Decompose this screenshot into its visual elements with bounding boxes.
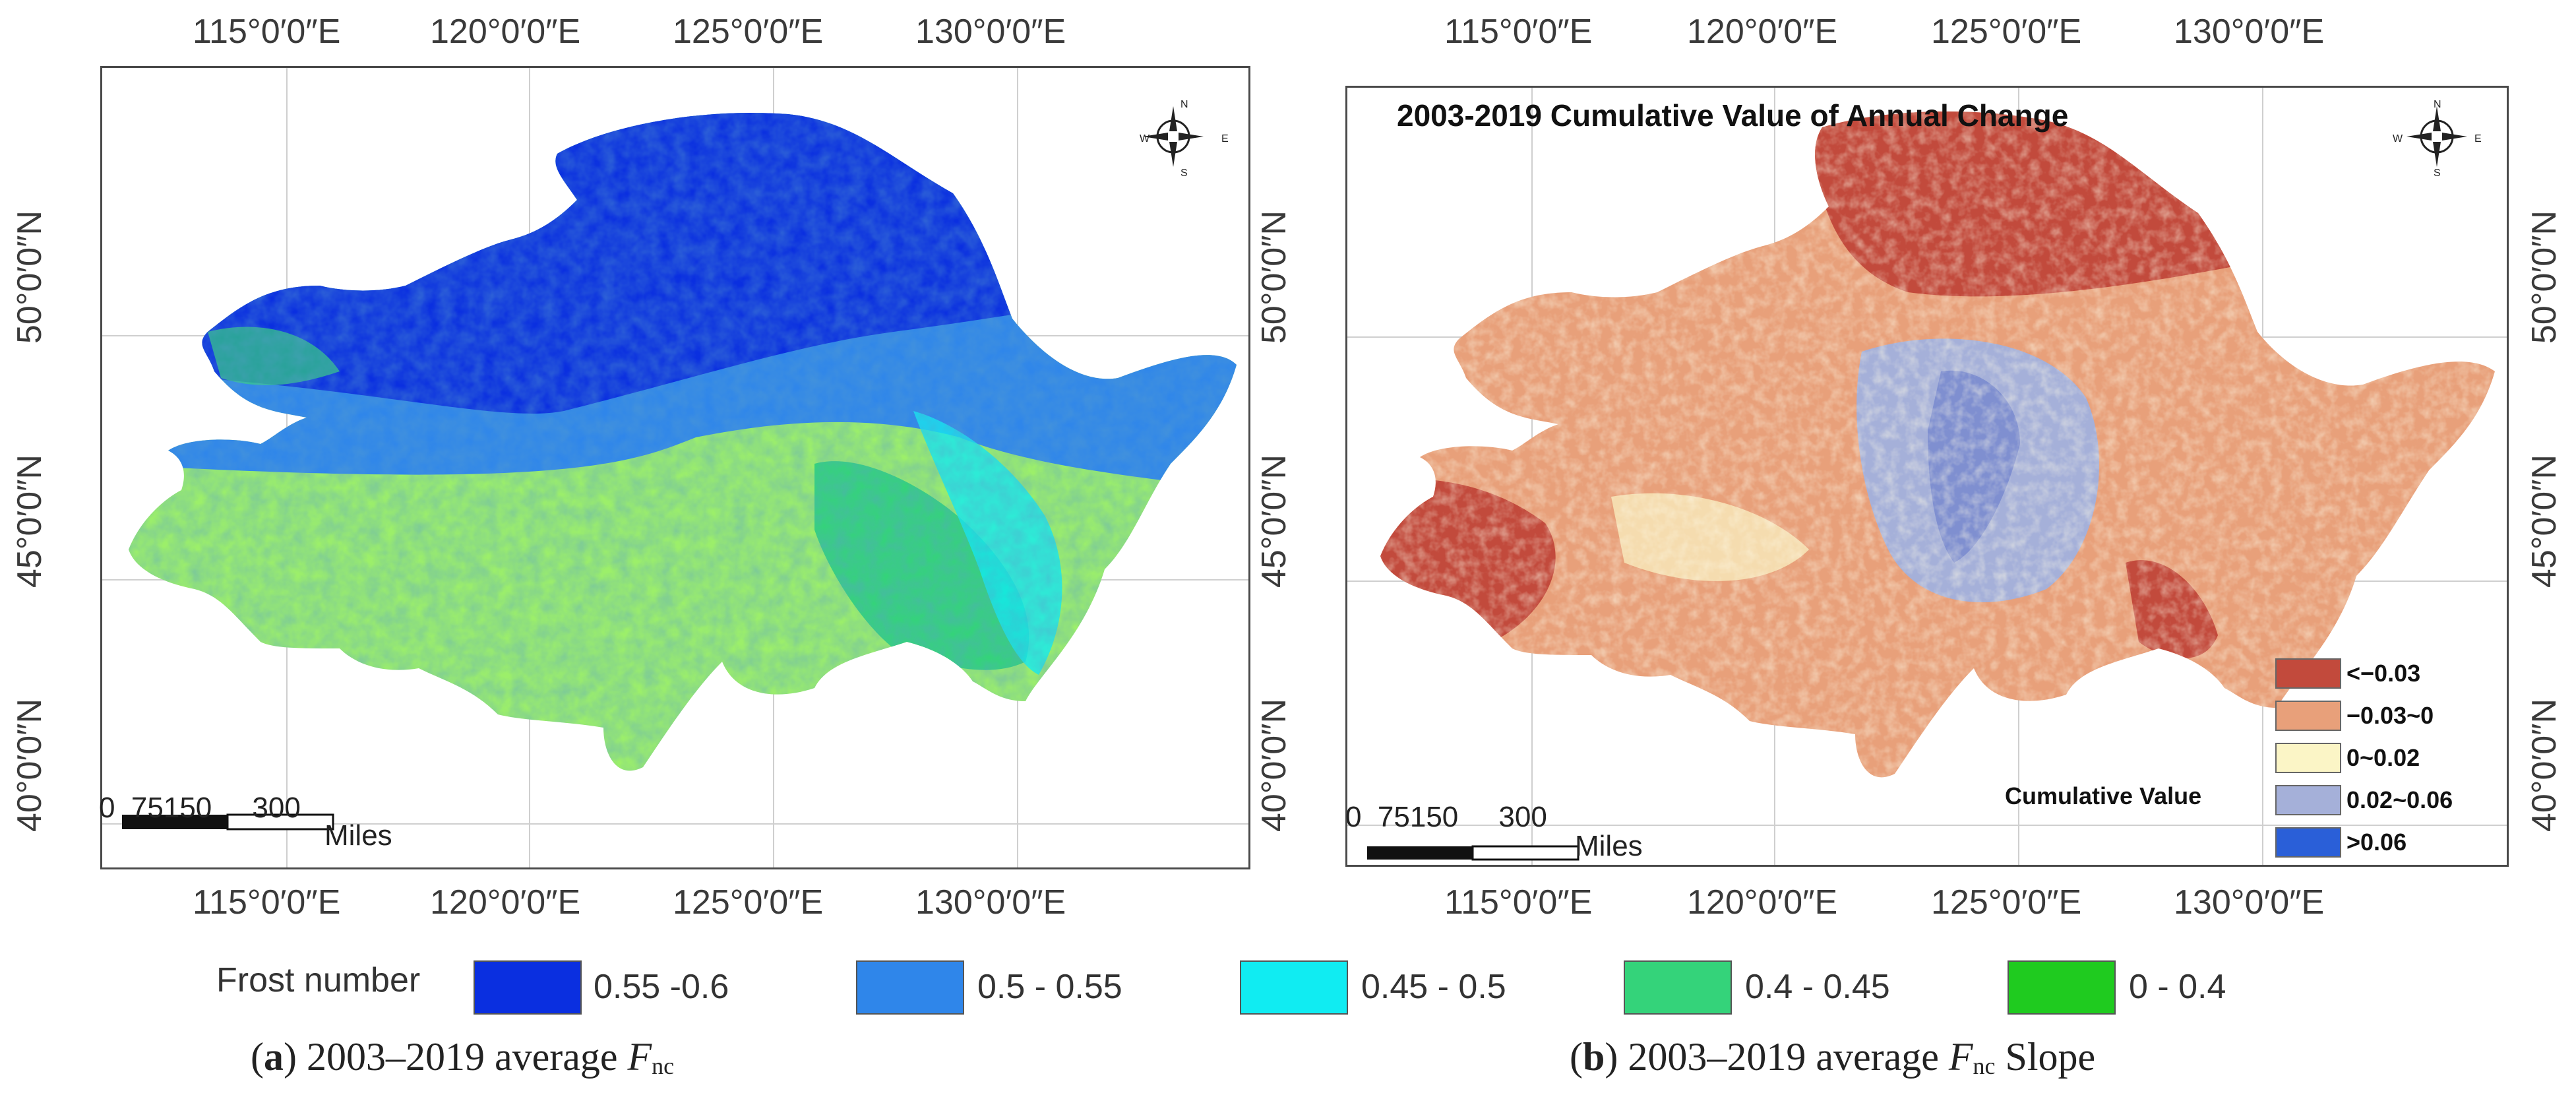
cumulative-legend-item: <−0.03 xyxy=(2275,658,2506,689)
frost-legend-swatch xyxy=(1624,960,1732,1015)
caption-b-suffix: Slope xyxy=(1995,1035,2096,1079)
compass-n-label: N xyxy=(2434,99,2441,110)
panel-b-left-tick: 50°0′0″N xyxy=(1255,210,1293,344)
panel-a-left-tick: 40°0′0″N xyxy=(11,698,49,832)
panel-a-map-frame xyxy=(100,66,1250,869)
panel-a-top-tick: 130°0′0″E xyxy=(915,13,1066,51)
frost-legend-swatch xyxy=(856,960,964,1015)
compass-w-label: W xyxy=(2393,133,2403,144)
cumulative-legend-item: 0.02~0.06 xyxy=(2275,785,2506,815)
compass-s-label: S xyxy=(2434,168,2441,179)
frost-legend-swatch xyxy=(2008,960,2116,1015)
compass-e-label: E xyxy=(2474,133,2482,144)
panel-a-left-tick: 45°0′0″N xyxy=(11,454,49,588)
panel-a-scale-numbers: 0 75150 300 xyxy=(99,792,301,824)
frost-legend-swatch xyxy=(1240,960,1348,1015)
panel-a-bottom-tick: 130°0′0″E xyxy=(915,883,1066,922)
caption-a-text: 2003–2019 average xyxy=(296,1035,628,1079)
caption-b-text: 2003–2019 average xyxy=(1618,1035,1949,1079)
cumulative-legend: <−0.03 −0.03~0 0~0.02 0.02~0.06 >0.06 xyxy=(2275,658,2506,858)
caption-a-sub: nc xyxy=(652,1053,675,1079)
legend-label: 0~0.02 xyxy=(2346,744,2420,771)
legend-label: >0.06 xyxy=(2346,829,2407,856)
panel-b-right-tick: 40°0′0″N xyxy=(2525,698,2563,832)
panel-b-right-tick: 50°0′0″N xyxy=(2525,210,2563,344)
panel-b-scale-unit: Miles xyxy=(1575,830,1643,862)
caption-a-letter: a xyxy=(263,1035,284,1079)
panel-a-bottom-tick: 115°0′0″E xyxy=(193,883,341,922)
panel-a-scale-bar xyxy=(122,813,334,831)
panel-b-map-frame xyxy=(1345,86,2509,867)
panel-b-compass xyxy=(2407,106,2467,167)
panel-a-compass xyxy=(1143,106,1204,167)
legend-swatch xyxy=(2275,785,2341,815)
panel-b-bottom-tick: 125°0′0″E xyxy=(1931,883,2082,922)
caption-a: (a) 2003–2019 average Fnc xyxy=(251,1035,675,1079)
panel-b-scale-numbers: 0 75150 300 xyxy=(1345,801,1547,833)
panel-a-top-tick: 115°0′0″E xyxy=(193,13,341,51)
panel-a-top-tick: 120°0′0″E xyxy=(430,13,581,51)
frost-legend-label: 0.5 - 0.55 xyxy=(977,968,1122,1006)
caption-b-letter: b xyxy=(1582,1035,1605,1079)
frost-legend-label: 0 - 0.4 xyxy=(2129,968,2226,1006)
frost-legend-title: Frost number xyxy=(216,961,421,999)
panel-a-frost-region xyxy=(129,113,1237,771)
frost-legend-label: 0.4 - 0.45 xyxy=(1745,968,1890,1006)
panel-b-left-tick: 40°0′0″N xyxy=(1255,698,1293,832)
compass-w-label: W xyxy=(1140,133,1150,144)
caption-b-var: F xyxy=(1948,1035,1973,1079)
panel-b-top-tick: 125°0′0″E xyxy=(1931,13,2082,51)
panel-b-right-tick: 45°0′0″N xyxy=(2525,454,2563,588)
caption-b-sub: nc xyxy=(1973,1053,1996,1079)
panel-a-scale-unit: Miles xyxy=(324,819,392,852)
legend-label: −0.03~0 xyxy=(2346,702,2434,729)
legend-swatch xyxy=(2275,743,2341,773)
panel-b-title: 2003-2019 Cumulative Value of Annual Cha… xyxy=(1397,98,2069,133)
frost-legend-swatch xyxy=(474,960,582,1015)
panel-a-bottom-tick: 125°0′0″E xyxy=(673,883,824,922)
panel-b-bottom-tick: 120°0′0″E xyxy=(1687,883,1838,922)
legend-swatch xyxy=(2275,701,2341,731)
legend-label: 0.02~0.06 xyxy=(2346,786,2453,813)
frost-legend-label: 0.45 - 0.5 xyxy=(1361,968,1506,1006)
panel-b-top-tick: 130°0′0″E xyxy=(2174,13,2325,51)
compass-e-label: E xyxy=(1221,133,1229,144)
panel-b-top-tick: 115°0′0″E xyxy=(1444,13,1593,51)
cumulative-legend-title: Cumulative Value xyxy=(2005,782,2202,809)
panel-a-bottom-tick: 120°0′0″E xyxy=(430,883,581,922)
panel-b-compass-letters: N S W E xyxy=(2393,99,2482,179)
legend-swatch xyxy=(2275,827,2341,858)
panel-b-bottom-tick: 130°0′0″E xyxy=(2174,883,2325,922)
panel-b-top-tick: 120°0′0″E xyxy=(1687,13,1838,51)
panel-a-left-tick: 50°0′0″N xyxy=(11,210,49,344)
panel-b-left-tick: 45°0′0″N xyxy=(1255,454,1293,588)
frost-legend-label: 0.55 -0.6 xyxy=(594,968,729,1006)
panel-a-compass-letters: N S W E xyxy=(1140,99,1229,179)
legend-swatch xyxy=(2275,658,2341,689)
caption-a-var: F xyxy=(627,1035,652,1079)
legend-label: <−0.03 xyxy=(2346,660,2421,687)
cumulative-legend-item: >0.06 xyxy=(2275,827,2506,858)
caption-b: (b) 2003–2019 average Fnc Slope xyxy=(1570,1035,2096,1079)
compass-n-label: N xyxy=(1181,99,1188,110)
panel-a-top-tick: 125°0′0″E xyxy=(673,13,824,51)
cumulative-legend-item: −0.03~0 xyxy=(2275,701,2506,731)
panel-b-bottom-tick: 115°0′0″E xyxy=(1444,883,1593,922)
cumulative-legend-item: 0~0.02 xyxy=(2275,743,2506,773)
compass-s-label: S xyxy=(1181,168,1188,179)
panel-b-scale-bar xyxy=(1367,845,1579,861)
panel-a-map xyxy=(102,68,1248,867)
